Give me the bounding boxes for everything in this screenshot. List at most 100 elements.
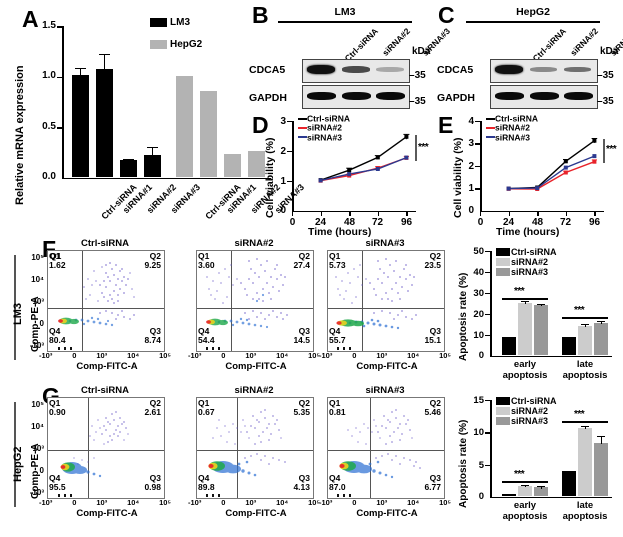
panel-f-plot-0-vquad [82,251,83,351]
panel-c: C HepG2 Ctrl-siRNA siRNA#2 siRNA#3 CDCA5… [434,0,623,115]
panel-a-yticklabel-0: 0.0 [42,171,56,182]
panel-d-line-sirna3 [320,156,407,182]
panel-g-yticklabel-4: -10³ [29,488,44,497]
panel-g-plot-2-scatter [337,409,421,497]
panel-f-plot-2-vquad [362,251,363,351]
panel-e-yticklabel-1: 1 [468,183,474,195]
panel-a-ylabel: Relative mRNA expression [14,65,26,205]
panel-d-plot [318,133,417,183]
panel-d-ytick-3 [287,121,292,123]
panel-g-plot-0-hquad [48,450,164,451]
panel-c-band-gapdh-1 [530,92,559,100]
panel-f-plot-0-q3-value: 8.74 [144,335,161,345]
panel-g-bar-late-sirna3 [594,443,608,496]
panel-g-bar-yticklabel-2: 10 [473,427,484,439]
panel-d: D Cell viability (%) 3 2 1 0 0 24 48 72 … [248,113,430,239]
panel-d-xtick-1 [320,211,322,216]
panel-g-plot-0-title: Ctrl-siRNA [80,385,130,396]
panel-g-plot-2-xticks: -10³ 0 10³ 10⁴ 10⁵ [319,498,451,507]
panel-d-legend-label-1: siRNA#2 [307,122,342,133]
panel-g-plot-0-q4-value: 95.5 [49,482,66,492]
panel-f-plot-1-scatter [206,258,288,350]
panel-g-plot-1-q3-value: 4.13 [293,482,310,492]
panel-b-band-cdca5-2 [376,67,404,72]
panel-c-label: C [438,2,455,28]
panel-g-yticklabel-2: 10³ [32,444,44,453]
panel-f-bar-legend-label-2: siRNA#3 [511,267,549,278]
panel-f-plot-0-box: Q1 [47,250,165,352]
panel-e-line-sirna2 [508,161,595,190]
panel-a-ytick-3 [57,26,62,28]
bar-a-3 [144,154,161,178]
panel-g-plot-0-q3-value: 0.98 [144,482,161,492]
bar-a-5 [200,90,217,178]
panel-f-bar-late-ctrl [562,337,576,355]
panel-g-plot-2-q4-value: 87.0 [329,482,346,492]
panel-a-ytick-1 [57,127,62,129]
panel-f-yticklabel-3: 0 [39,319,44,328]
panel-b-label: B [252,2,269,28]
panel-f-plot-0-title: Ctrl-siRNA [80,238,130,249]
panel-f-plot-0-q1-value: 1.62 [49,260,66,270]
panel-g-plot-1-q2-value: 5.35 [293,407,310,417]
panel-f-plot-1-title: siRNA#2 [234,238,274,249]
panel-f-bar-early-sirna2 [518,302,532,355]
panel-e-label: E [438,112,454,138]
panel-b-marker-1: –35 [409,96,426,107]
panel-f-plot-1-q4-value: 54.4 [198,335,215,345]
panel-f-bar-yaxis [490,251,492,356]
panel-d-xlabel: Time (hours) [308,226,372,238]
panel-e-ytick-1 [475,188,480,190]
bar-a-6 [224,153,241,178]
panel-g-plot-2-q3-value: 6.77 [424,482,441,492]
panel-f-plot-0-xticks: -10³ 0 10³ 10⁴ 10⁵ [39,351,171,360]
panel-c-band-cdca5-2 [564,67,591,72]
panel-d-line-ctrl [320,136,407,181]
panel-b: B LM3 Ctrl-siRNA siRNA#2 siRNA#3 CDCA5 G… [248,0,452,115]
panel-e-yticklabel-0: 0 [468,205,474,216]
panel-f-yticklabel-0: 10⁵ [31,253,44,262]
panel-f-sig-late: *** [574,305,585,316]
panel-f-sig-early: *** [514,286,525,297]
panel-g-plot-0-box [47,397,165,499]
panel-e: E Cell viability (%) 4 3 2 1 0 0 24 48 7… [434,112,623,239]
panel-g-plot-1-xticks: -10³ 0 10³ 10⁴ 10⁵ [188,498,320,507]
panel-a-xaxis-ext [215,177,271,180]
panel-c-band-cdca5-1 [530,67,557,72]
panel-g-plot-1-box [196,397,314,499]
panel-b-band-gapdh-0 [307,92,336,100]
panel-f-plot-2-hquad [328,308,444,309]
panel-f-plot-2-q4-value: 55.7 [329,335,346,345]
bar-a-0 [72,75,89,178]
panel-g-bar-yticklabel-1: 5 [478,459,484,471]
panel-e-xaxis [480,210,604,212]
panel-g-yticklabel-1: 10⁴ [31,422,44,431]
panel-f-bar-early-ctrl [502,336,516,355]
panel-f-plot-1-xticks: -10³ 0 10³ 10⁴ 10⁵ [188,351,320,360]
panel-d-xticklabel-4: 96 [400,217,413,228]
panel-g-plot-1-xlabel: Comp-FITC-A [225,508,287,519]
panel-g-bar-xticklabel-0: early apoptosis [502,500,548,522]
panel-a-yticklabel-1: 0.5 [42,120,56,132]
panel-e-plot [506,138,605,191]
bar-a-0-err [80,68,81,83]
panel-f-plot-2-q1-value: 5.73 [329,260,346,270]
panel-f-plot-0-q1: Q1 [50,251,62,261]
panel-g-plot-2-xlabel: Comp-FITC-A [356,508,418,519]
panel-g-plot-0-q2-value: 2.61 [144,407,161,417]
panel-b-band-gapdh-2 [376,92,405,100]
panel-f-plot-1-q1-value: 3.60 [198,260,215,270]
panel-c-lane-1: siRNA#2 [568,26,601,58]
panel-c-row-0-label: CDCA5 [437,64,474,76]
panel-a: A Relative mRNA expression 1.5 1.0 0.5 0… [0,0,265,235]
panel-a-legend: LM3 HepG2 [150,14,202,54]
panel-d-significance: *** [418,142,429,153]
panel-f-yticklabel-1: 10⁴ [31,275,44,284]
panel-d-markers-ctrl [318,134,409,183]
panel-f-bar-yticklabel-0: 0 [478,350,484,361]
panel-f-plot-2-xlabel: Comp-FITC-A [356,361,418,372]
panel-e-yticklabel-3: 3 [468,138,474,150]
panel-g-yticklabel-3: 0 [39,466,44,475]
panel-g-row-rule [14,402,16,507]
panel-e-xtick-3 [565,211,568,216]
